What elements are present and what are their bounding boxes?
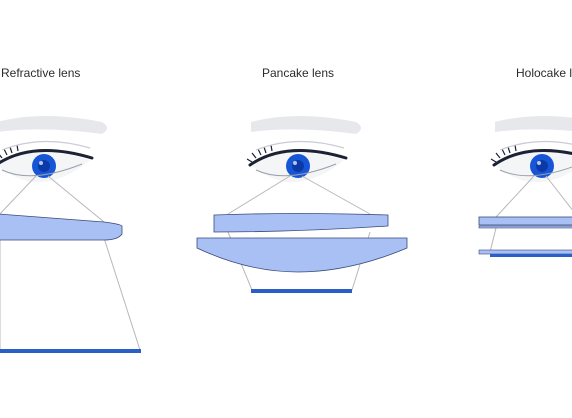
refractive-lens-element <box>0 214 122 240</box>
pancake-lower-lens <box>197 238 407 272</box>
holocake-upper-lens <box>479 217 572 225</box>
refractive-panel <box>0 116 141 353</box>
holocake-panel <box>479 116 572 257</box>
eye-illustration <box>491 116 572 182</box>
refractive-display-panel <box>0 349 141 353</box>
holocake-film-layer <box>479 226 572 228</box>
light-ray <box>490 176 572 252</box>
pancake-panel <box>197 116 407 293</box>
pancake-display-panel <box>251 289 352 293</box>
holocake-display-panel <box>490 254 572 257</box>
holocake-lower-lens <box>479 250 572 254</box>
eye-illustration <box>0 116 107 182</box>
light-ray <box>0 176 140 350</box>
pancake-upper-lens <box>214 214 388 233</box>
eye-illustration <box>247 116 361 182</box>
light-ray <box>228 176 370 290</box>
